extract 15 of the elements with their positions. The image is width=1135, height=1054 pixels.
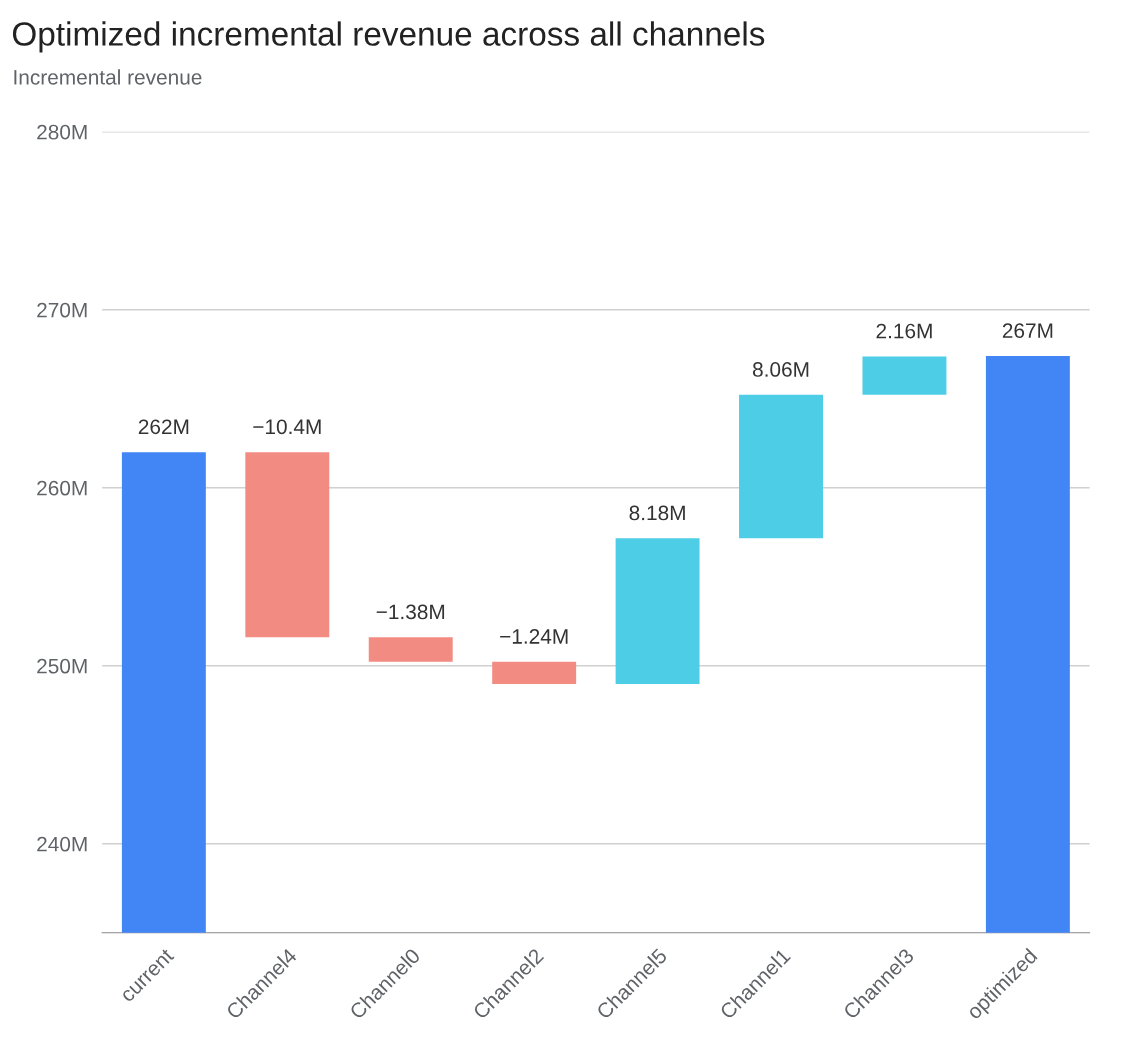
- data-label: −10.4M: [253, 419, 321, 435]
- data-label: −1.24M: [500, 629, 568, 644]
- y-tick-label: 280M: [37, 124, 87, 140]
- data-label: 262M: [138, 419, 189, 435]
- data-label: 8.06M: [752, 362, 809, 377]
- data-label: 8.18M: [629, 505, 685, 521]
- y-tick-label: 270M: [37, 302, 87, 318]
- data-label: −1.38M: [376, 604, 445, 620]
- y-axis-title: Incremental revenue: [14, 69, 202, 85]
- chart-title: Optimized incremental revenue across all channels: [12, 21, 765, 53]
- data-label: 2.16M: [876, 323, 932, 339]
- y-tick-label: 250M: [37, 658, 87, 674]
- data-label: 267M: [1002, 323, 1053, 339]
- y-tick-label: 260M: [37, 480, 87, 496]
- y-tick-label: 240M: [37, 836, 87, 852]
